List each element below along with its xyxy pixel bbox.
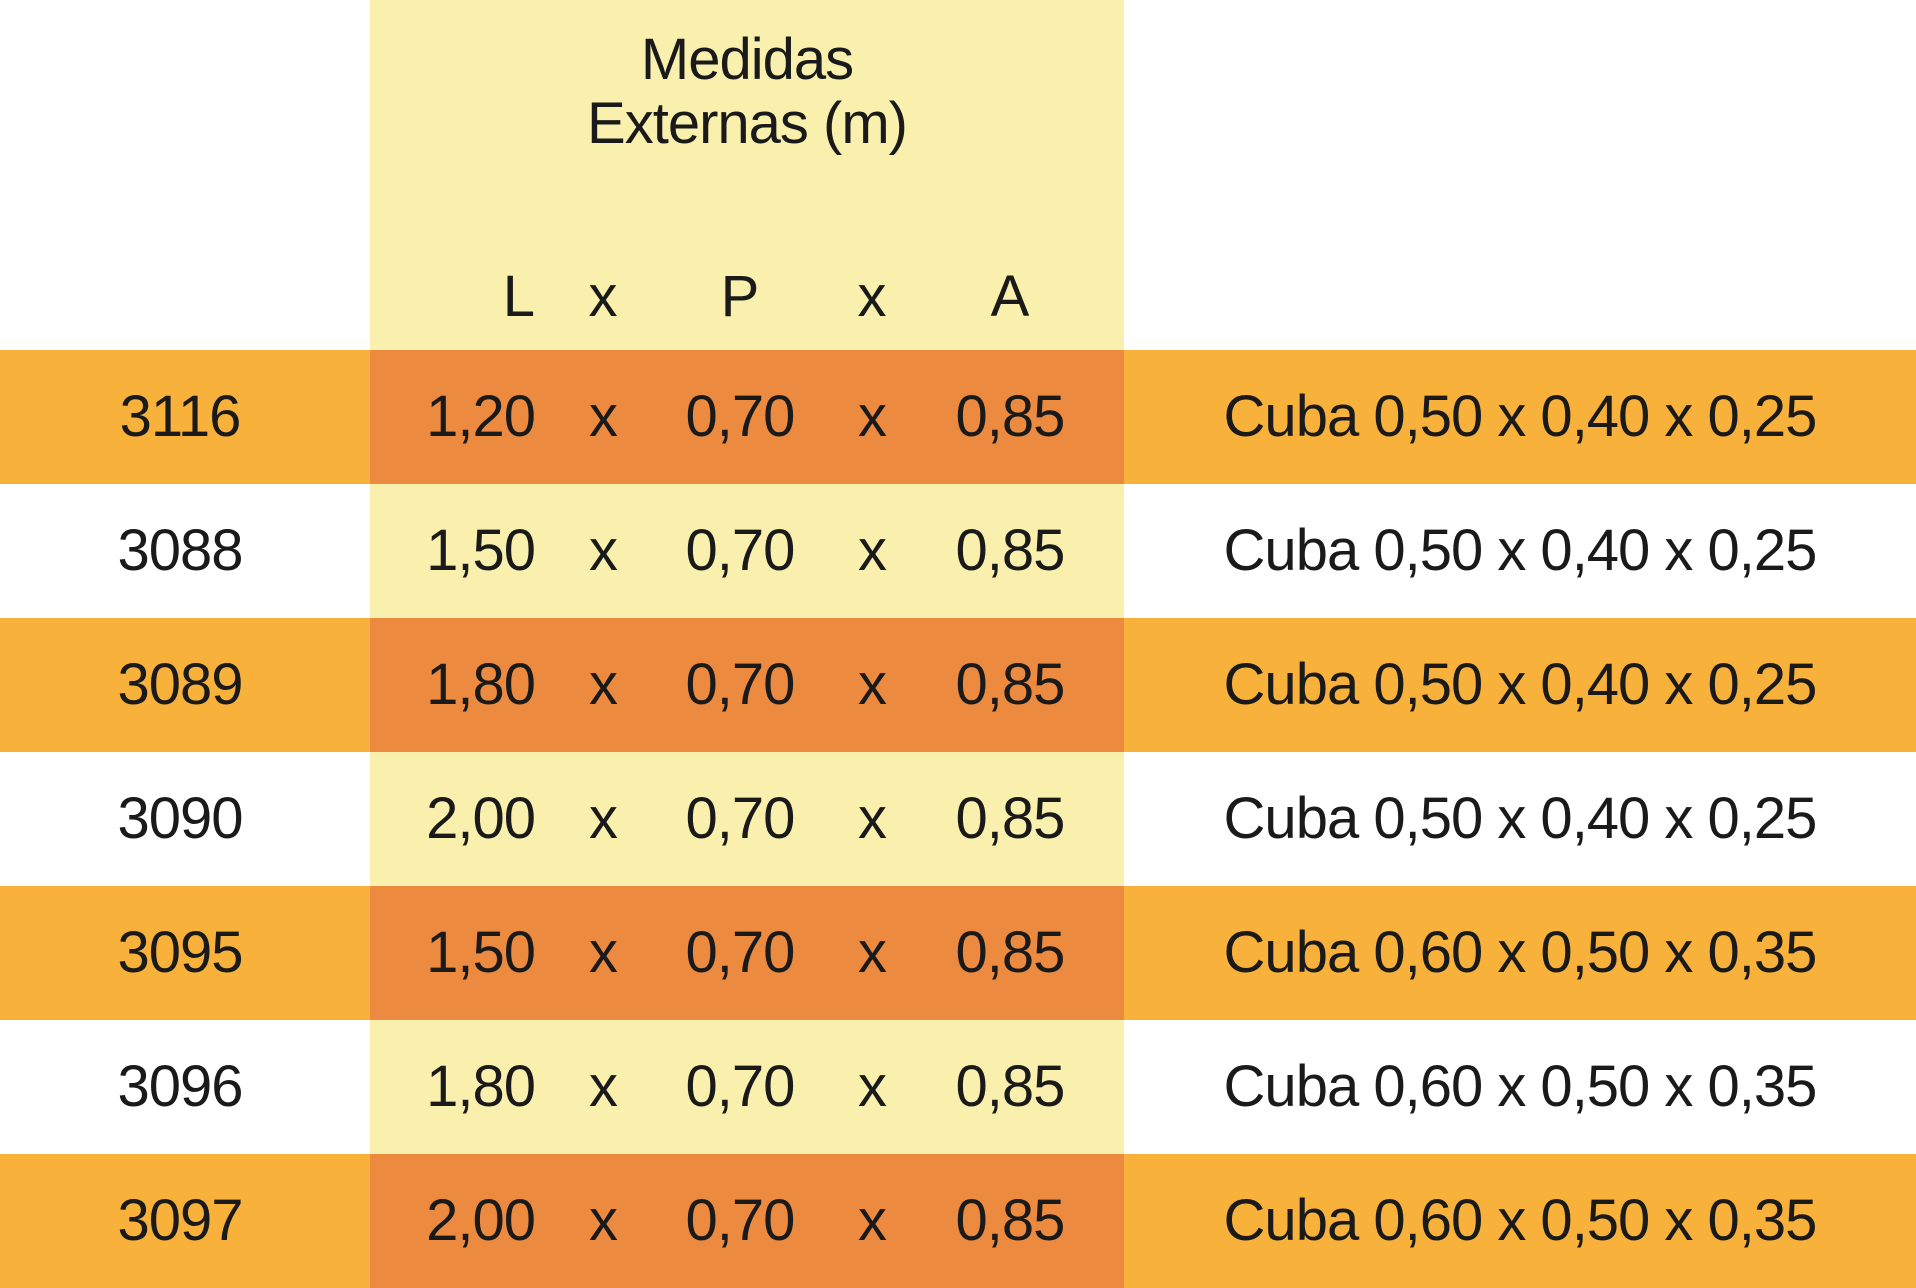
- basin-description: Cuba 0,60 x 0,50 x 0,35: [1223, 1054, 1818, 1119]
- row-band-mid: [370, 1154, 1124, 1288]
- row-band-right: [1124, 886, 1916, 1020]
- table-row: 3095 1,50 x 0,70 x 0,85 Cuba 0,60 x 0,50 x 0,3…: [0, 886, 1916, 1020]
- times-sign: x: [589, 920, 618, 985]
- row-band-left: [0, 886, 370, 1020]
- height-value: 0,85: [955, 652, 1066, 717]
- header-title-line2: Externas (m): [587, 91, 908, 156]
- depth-value: 0,70: [685, 518, 796, 583]
- depth-value: 0,70: [685, 920, 796, 985]
- basin-description: Cuba 0,60 x 0,50 x 0,35: [1223, 1188, 1818, 1253]
- product-code: 3090: [117, 786, 243, 851]
- length-value: 1,20: [426, 384, 536, 449]
- basin-description: Cuba 0,50 x 0,40 x 0,25: [1223, 384, 1818, 449]
- height-value: 0,85: [955, 518, 1066, 583]
- dim-header-a: A: [990, 264, 1030, 329]
- table-row: 3096 1,80 x 0,70 x 0,85 Cuba 0,60 x 0,50 x 0,3…: [0, 1020, 1916, 1154]
- depth-value: 0,70: [685, 786, 796, 851]
- depth-value: 0,70: [685, 652, 796, 717]
- table-row: 3089 1,80 x 0,70 x 0,85 Cuba 0,50 x 0,40 x 0,2…: [0, 618, 1916, 752]
- length-value: 1,50: [426, 518, 536, 583]
- times-sign: x: [589, 652, 618, 717]
- row-band-right: [1124, 1154, 1916, 1288]
- height-value: 0,85: [955, 786, 1066, 851]
- product-code: 3096: [117, 1054, 243, 1119]
- row-band-mid: [370, 618, 1124, 752]
- table-row: 3088 1,50 x 0,70 x 0,85 Cuba 0,50 x 0,40 x 0,2…: [0, 484, 1916, 618]
- times-sign: x: [858, 920, 887, 985]
- times-sign: x: [858, 786, 887, 851]
- length-value: 2,00: [426, 1188, 536, 1253]
- depth-value: 0,70: [685, 384, 796, 449]
- table-row: 3097 2,00 x 0,70 x 0,85 Cuba 0,60 x 0,50 x 0,3…: [0, 1154, 1916, 1288]
- height-value: 0,85: [955, 1188, 1066, 1253]
- times-sign: x: [858, 384, 887, 449]
- times-sign: x: [858, 652, 887, 717]
- height-value: 0,85: [955, 920, 1066, 985]
- header-title-line1: Medidas: [640, 27, 854, 92]
- depth-value: 0,70: [685, 1188, 796, 1253]
- times-sign: x: [589, 1188, 618, 1253]
- row-band-left: [0, 350, 370, 484]
- basin-description: Cuba 0,50 x 0,40 x 0,25: [1223, 652, 1818, 717]
- dim-header-x2: x: [857, 264, 887, 329]
- row-band-left: [0, 1154, 370, 1288]
- basin-description: Cuba 0,50 x 0,40 x 0,25: [1223, 518, 1818, 583]
- times-sign: x: [589, 518, 618, 583]
- table-row: 3116 1,20 x 0,70 x 0,85 Cuba 0,50 x 0,40 x 0,2…: [0, 350, 1916, 484]
- dim-header-l: L: [502, 264, 535, 329]
- times-sign: x: [589, 384, 618, 449]
- height-value: 0,85: [955, 384, 1066, 449]
- row-band-mid: [370, 350, 1124, 484]
- length-value: 1,80: [426, 652, 536, 717]
- product-code: 3095: [117, 920, 243, 985]
- length-value: 1,50: [426, 920, 536, 985]
- height-value: 0,85: [955, 1054, 1066, 1119]
- depth-value: 0,70: [685, 1054, 796, 1119]
- row-band-right: [1124, 350, 1916, 484]
- times-sign: x: [858, 1188, 887, 1253]
- length-value: 1,80: [426, 1054, 536, 1119]
- times-sign: x: [589, 786, 618, 851]
- external-measures-header: Medidas Externas (m): [370, 28, 1124, 156]
- table-row: 3090 2,00 x 0,70 x 0,85 Cuba 0,50 x 0,40 x 0,2…: [0, 752, 1916, 886]
- product-code: 3088: [117, 518, 243, 583]
- times-sign: x: [858, 1054, 887, 1119]
- basin-description: Cuba 0,60 x 0,50 x 0,35: [1223, 920, 1818, 985]
- dim-header-p: P: [720, 264, 760, 329]
- times-sign: x: [589, 1054, 618, 1119]
- product-code: 3116: [119, 384, 242, 449]
- product-code: 3089: [117, 652, 243, 717]
- times-sign: x: [858, 518, 887, 583]
- dim-header-x1: x: [588, 264, 618, 329]
- product-code: 3097: [117, 1188, 243, 1253]
- length-value: 2,00: [426, 786, 536, 851]
- basin-description: Cuba 0,50 x 0,40 x 0,25: [1223, 786, 1818, 851]
- row-band-right: [1124, 618, 1916, 752]
- row-band-left: [0, 618, 370, 752]
- row-band-mid: [370, 886, 1124, 1020]
